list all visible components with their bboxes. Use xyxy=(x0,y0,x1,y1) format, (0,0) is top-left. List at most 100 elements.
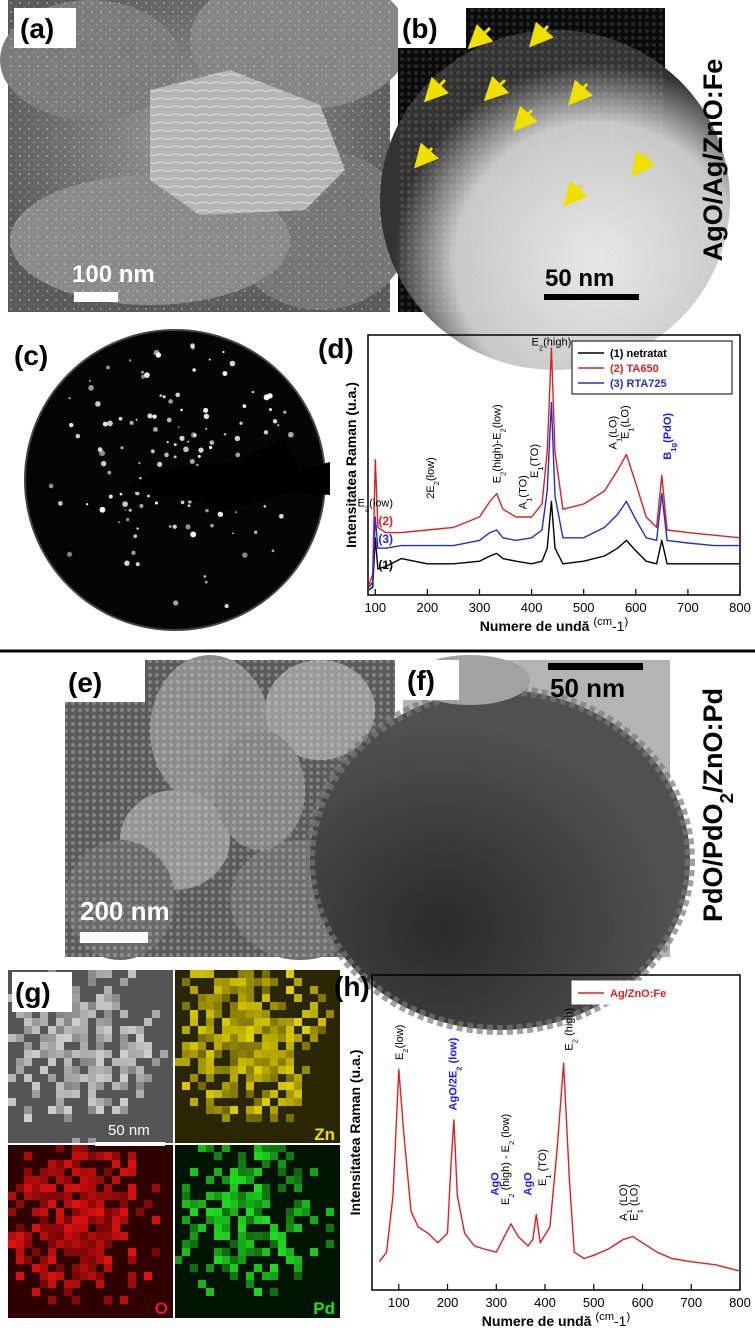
map-pixel xyxy=(310,1002,318,1010)
text-part: 2E xyxy=(425,485,437,498)
map-pixel xyxy=(302,1010,310,1018)
diffraction-spot xyxy=(68,397,70,399)
text-part: (low) xyxy=(500,1114,512,1141)
map-pixel xyxy=(206,1106,214,1114)
map-pixel xyxy=(128,1160,136,1168)
map-pixel xyxy=(318,1026,326,1034)
map-pixel xyxy=(206,1098,214,1106)
map-pixel xyxy=(254,1066,262,1074)
diffraction-spot xyxy=(209,446,212,449)
map-pixel xyxy=(72,1160,80,1168)
map-pixel xyxy=(294,1018,302,1026)
diffraction-spot xyxy=(159,394,162,397)
map-pixel xyxy=(214,1066,222,1074)
map-pixel xyxy=(8,1074,16,1082)
map-pixel xyxy=(136,1034,144,1042)
map-pixel xyxy=(64,1192,72,1200)
text-part: 2 xyxy=(717,793,738,804)
map-pixel xyxy=(206,1176,214,1184)
map-pixel xyxy=(80,1010,88,1018)
diffraction-spot xyxy=(209,440,214,445)
map-pixel xyxy=(48,1026,56,1034)
map-pixel xyxy=(310,1216,318,1224)
peak-annotation: E2(low) xyxy=(358,498,393,513)
map-pixel xyxy=(16,1184,24,1192)
map-pixel xyxy=(88,1272,96,1280)
panel-label: (d) xyxy=(318,333,354,364)
x-tick-label: 200 xyxy=(417,600,439,615)
map-pixel xyxy=(16,1232,24,1240)
map-pixel xyxy=(112,1216,120,1224)
map-pixel xyxy=(88,1106,96,1114)
map-pixel xyxy=(214,986,222,994)
legend-label: (1) netratat xyxy=(610,348,667,360)
map-pixel xyxy=(262,1248,270,1256)
map-pixel xyxy=(326,1010,334,1018)
map-pixel xyxy=(278,1018,286,1026)
map-pixel xyxy=(262,1160,270,1168)
peak-annotation: B1g(PdO) xyxy=(662,413,678,460)
map-pixel xyxy=(120,1168,128,1176)
map-pixel xyxy=(8,1232,16,1240)
map-pixel xyxy=(182,1248,190,1256)
map-pixel xyxy=(190,1042,198,1050)
diffraction-spot xyxy=(230,361,236,367)
map-pixel xyxy=(72,1090,80,1098)
map-pixel xyxy=(286,1074,294,1082)
map-pixel xyxy=(72,1074,80,1082)
map-pixel xyxy=(72,1010,80,1018)
map-pixel xyxy=(254,1144,262,1152)
diffraction-spot xyxy=(173,600,178,605)
diffraction-spot xyxy=(157,462,162,467)
map-pixel xyxy=(24,1058,32,1066)
map-pixel xyxy=(56,1176,64,1184)
map-pixel xyxy=(182,1002,190,1010)
map-pixel xyxy=(198,1058,206,1066)
map-pixel xyxy=(262,1058,270,1066)
map-pixel xyxy=(24,1176,32,1184)
map-pixel xyxy=(262,1192,270,1200)
map-pixel xyxy=(222,1026,230,1034)
map-pixel xyxy=(214,1050,222,1058)
map-pixel xyxy=(96,1050,104,1058)
map-pixel xyxy=(128,1042,136,1050)
map-pixel xyxy=(182,1026,190,1034)
diffraction-spot xyxy=(106,366,110,370)
map-pixel xyxy=(294,978,302,986)
map-pixel xyxy=(294,1264,302,1272)
map-pixel xyxy=(32,1090,40,1098)
map-pixel xyxy=(56,1264,64,1272)
diffraction-spot xyxy=(205,428,207,430)
map-pixel xyxy=(104,1264,112,1272)
map-pixel xyxy=(120,1034,128,1042)
map-pixel xyxy=(80,1208,88,1216)
map-pixel xyxy=(64,1200,72,1208)
map-pixel xyxy=(72,1184,80,1192)
map-pixel xyxy=(246,1074,254,1082)
map-pixel xyxy=(80,1152,88,1160)
map-pixel xyxy=(144,1074,152,1082)
map-pixel xyxy=(8,1192,16,1200)
map-pixel xyxy=(88,1216,96,1224)
map-pixel xyxy=(56,1034,64,1042)
map-pixel xyxy=(246,1208,254,1216)
diffraction-spot xyxy=(210,524,214,528)
map-pixel xyxy=(96,1034,104,1042)
map-pixel xyxy=(16,1058,24,1066)
diffraction-spot xyxy=(218,512,223,517)
diffraction-spot xyxy=(173,525,177,529)
diffraction-spot xyxy=(103,422,108,427)
diffraction-spot xyxy=(225,604,229,608)
map-pixel xyxy=(16,1272,24,1280)
text-part: /ZnO:Pd xyxy=(698,688,728,793)
map-pixel xyxy=(294,1208,302,1216)
diffraction-spot xyxy=(119,417,123,421)
map-pixel xyxy=(214,1106,222,1114)
map-pixel xyxy=(230,1240,238,1248)
map-pixel xyxy=(56,1042,64,1050)
diffraction-spot xyxy=(49,484,54,489)
map-pixel xyxy=(206,1050,214,1058)
diffraction-spot xyxy=(243,404,247,408)
map-pixel xyxy=(64,1074,72,1082)
map-pixel xyxy=(230,1026,238,1034)
